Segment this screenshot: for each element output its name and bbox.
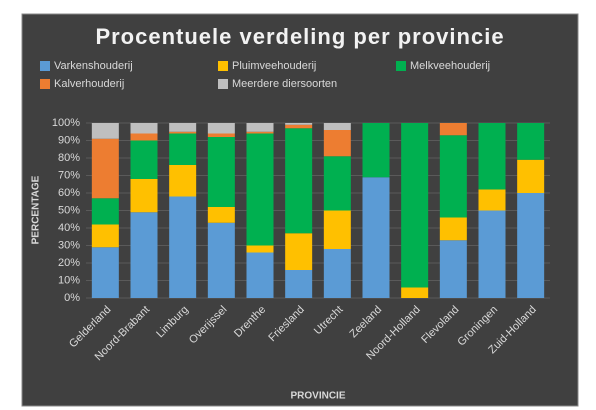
bar-segment — [207, 123, 235, 134]
bar-segment — [130, 133, 158, 141]
bar-segment — [517, 193, 545, 298]
bar-segment — [246, 123, 274, 132]
bar-segment — [207, 137, 235, 207]
legend-label: Melkveehouderij — [410, 60, 490, 72]
legend-swatch — [40, 61, 50, 71]
bar-segment — [246, 252, 274, 298]
y-tick-label: 80% — [58, 152, 80, 164]
bar-segment — [130, 123, 158, 134]
legend-swatch — [40, 79, 50, 89]
bar-segment — [130, 212, 158, 298]
legend-label: Pluimveehouderij — [232, 60, 316, 72]
bar-segment — [401, 287, 429, 298]
bar-segment — [130, 179, 158, 213]
bar-segment — [439, 135, 467, 218]
y-tick-label: 0% — [64, 292, 80, 304]
bar-segment — [285, 128, 313, 234]
bar-segment — [246, 245, 274, 253]
bar-segment — [169, 123, 197, 132]
bar-segment — [285, 233, 313, 270]
bar-segment — [91, 123, 119, 139]
bar-segment — [169, 131, 197, 134]
bar-segment — [323, 123, 351, 130]
bar-segment — [439, 217, 467, 241]
bar-segment — [285, 270, 313, 298]
y-tick-label: 60% — [58, 187, 80, 199]
bar-segment — [207, 222, 235, 298]
legend-label: Kalverhouderij — [54, 78, 124, 90]
x-axis-title: PROVINCIE — [290, 391, 345, 402]
bar-segment — [401, 123, 429, 288]
bar-segment — [207, 207, 235, 223]
bar-segment — [517, 159, 545, 193]
y-tick-label: 40% — [58, 222, 80, 234]
y-tick-label: 90% — [58, 134, 80, 146]
chart-title: Procentuele verdeling per provincie — [95, 24, 504, 49]
y-axis-title: PERCENTAGE — [31, 175, 42, 244]
legend-label: Meerdere diersoorten — [232, 78, 337, 90]
bar-segment — [439, 240, 467, 298]
bar-segment — [285, 123, 313, 125]
bar-segment — [362, 177, 390, 298]
bar-segment — [91, 138, 119, 199]
bar-segment — [169, 196, 197, 298]
y-tick-label: 30% — [58, 239, 80, 251]
legend-label: Varkenshouderij — [54, 60, 133, 72]
y-tick-label: 10% — [58, 274, 80, 286]
y-tick-label: 20% — [58, 257, 80, 269]
legend-swatch — [218, 61, 228, 71]
bar-segment — [478, 123, 506, 190]
bar-segment — [246, 131, 274, 134]
bar-segment — [246, 133, 274, 246]
bar-segment — [285, 124, 313, 129]
bar-segment — [91, 247, 119, 298]
bar-segment — [478, 189, 506, 211]
bar-segment — [169, 165, 197, 197]
bar-segment — [517, 123, 545, 160]
legend-swatch — [218, 79, 228, 89]
bar-segment — [91, 224, 119, 248]
bar-segment — [169, 133, 197, 165]
bar-segment — [362, 123, 390, 178]
bar-segment — [323, 210, 351, 249]
bar-segment — [439, 123, 467, 136]
bar-segment — [323, 156, 351, 211]
bar-segment — [323, 130, 351, 157]
legend-swatch — [396, 61, 406, 71]
bar-segment — [130, 140, 158, 179]
y-tick-label: 100% — [52, 117, 80, 129]
bar-segment — [478, 210, 506, 298]
bar-segment — [323, 249, 351, 298]
bar-segment — [207, 133, 235, 137]
bar-segment — [91, 198, 119, 225]
y-tick-label: 70% — [58, 169, 80, 181]
y-tick-label: 50% — [58, 204, 80, 216]
